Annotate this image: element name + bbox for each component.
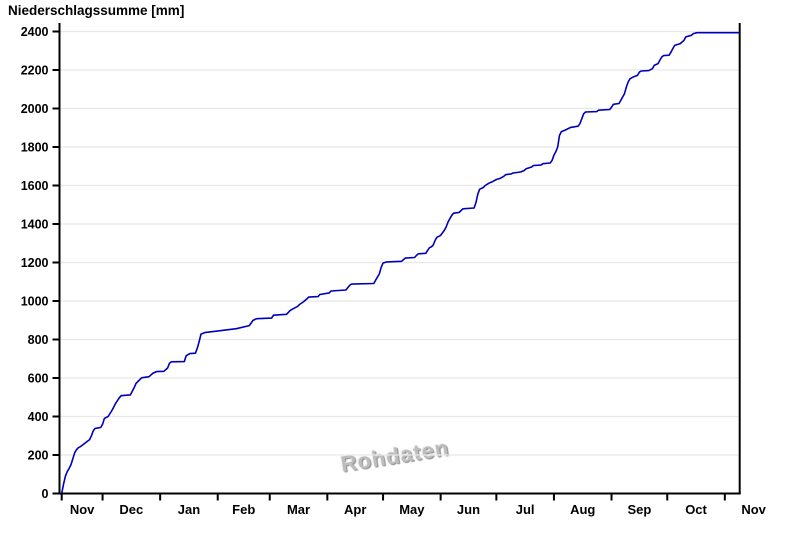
data-series-line: [60, 31, 740, 494]
x-month-label: Feb: [232, 502, 255, 517]
chart-title: Niederschlagssumme [mm]: [8, 3, 185, 18]
x-month-label: Nov: [70, 502, 95, 517]
y-tick-label: 600: [28, 372, 49, 386]
x-month-label: Apr: [344, 502, 366, 517]
y-tick-label: 2200: [21, 64, 49, 78]
y-tick-label: 2400: [21, 25, 49, 39]
x-month-label: May: [399, 502, 425, 517]
x-month-label: Sep: [627, 502, 651, 517]
x-month-label: Oct: [685, 502, 707, 517]
x-month-label: Jun: [457, 502, 480, 517]
y-tick-label: 1800: [21, 141, 49, 155]
x-month-label: Nov: [741, 502, 766, 517]
y-tick-label: 1600: [21, 179, 49, 193]
y-tick-label: 1400: [21, 218, 49, 232]
x-month-label: Jul: [516, 502, 535, 517]
x-month-label: Dec: [119, 502, 143, 517]
x-month-label: Jan: [178, 502, 200, 517]
y-tick-label: 200: [28, 449, 49, 463]
y-tick-label: 800: [28, 333, 49, 347]
y-tick-label: 400: [28, 410, 49, 424]
x-month-label: Mar: [287, 502, 310, 517]
y-tick-label: 2000: [21, 102, 49, 116]
y-tick-label: 0: [42, 487, 49, 501]
y-tick-label: 1000: [21, 295, 49, 309]
y-tick-label: 1200: [21, 256, 49, 270]
x-month-label: Aug: [570, 502, 595, 517]
